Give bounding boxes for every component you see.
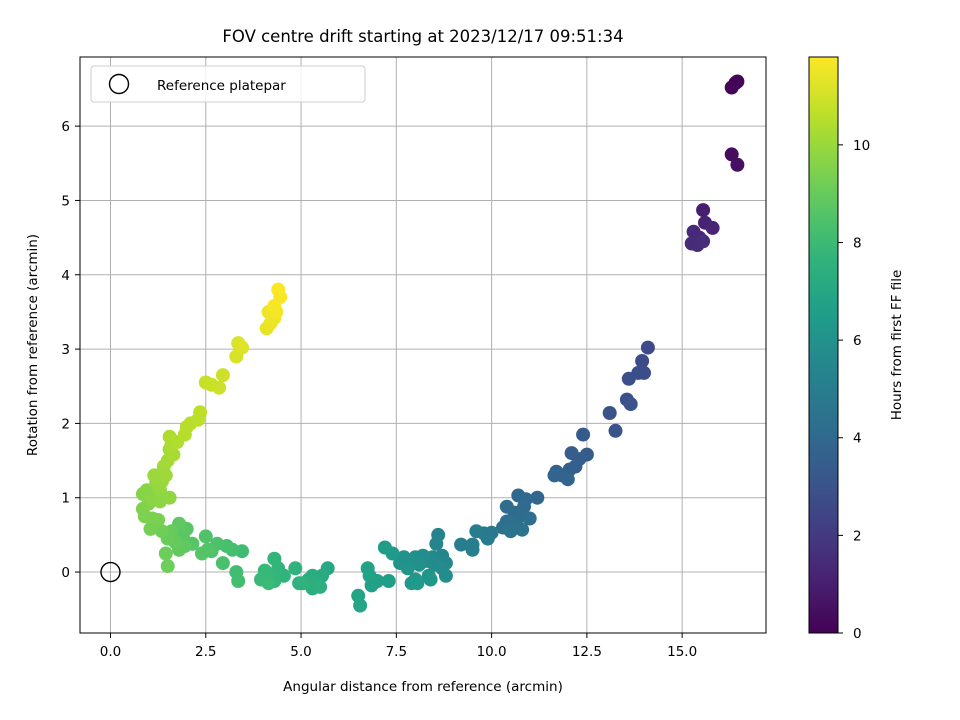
scatter-point [195, 546, 209, 561]
scatter-point [235, 340, 249, 355]
scatter-point [560, 472, 575, 487]
scatter-point [377, 540, 392, 555]
x-tick-label: 10.0 [477, 644, 507, 660]
scatter-point [635, 354, 650, 368]
scatter-point [162, 490, 177, 505]
colorbar-tick-label: 8 [853, 235, 862, 251]
scatter-point [515, 522, 530, 537]
x-tick-label: 12.5 [572, 644, 602, 660]
scatter-point [215, 556, 230, 571]
scatter-point [438, 568, 453, 583]
scatter-point [576, 427, 591, 442]
legend-box [90, 65, 366, 103]
colorbar-tick-label: 6 [853, 333, 862, 349]
scatter-point [198, 529, 213, 544]
legend: Reference platepar [90, 65, 366, 103]
scatter-point [292, 576, 307, 591]
reference-platepar-marker [100, 561, 121, 583]
scatter-point [166, 447, 181, 462]
x-tick-label: 0.0 [100, 644, 121, 660]
y-tick-label: 1 [61, 491, 70, 507]
y-tick-label: 0 [61, 565, 70, 581]
scatter-point [454, 537, 469, 552]
x-tick-label: 2.5 [195, 644, 216, 660]
scatter-point [313, 579, 328, 594]
scatter-point [160, 559, 175, 574]
scatter-point [602, 406, 617, 420]
y-tick-label: 5 [61, 193, 70, 209]
scatter-point [547, 468, 562, 483]
x-tick-label: 15.0 [667, 644, 697, 660]
scatter-point [465, 542, 480, 557]
scatter-point [400, 561, 415, 576]
colorbar-tick-label: 0 [853, 626, 862, 642]
colorbar-label: Hours from first FF file [889, 270, 905, 421]
scatter-point [193, 405, 208, 420]
scatter-point [410, 576, 425, 591]
legend-label: Reference platepar [157, 78, 286, 94]
colorbar-tick-label: 4 [853, 431, 862, 447]
y-tick-label: 4 [61, 268, 70, 284]
chart-title: FOV centre drift starting at 2023/12/17 … [222, 27, 623, 46]
colorbar-gradient [808, 56, 839, 634]
scatter-point [640, 340, 655, 355]
colorbar-ticks: 0 2 4 6 8 10 [838, 138, 870, 642]
scatter-point [730, 74, 745, 89]
scatter-point [696, 234, 711, 249]
scatter-point [705, 220, 720, 235]
scatter-point [621, 371, 636, 386]
colorbar-tick-label: 2 [853, 528, 862, 544]
scatter-point [511, 488, 526, 503]
scatter-point [147, 468, 162, 483]
scatter-point [261, 576, 276, 591]
scatter-point [564, 446, 579, 461]
scatter-point [469, 524, 484, 539]
scatter-point [231, 574, 246, 588]
scatter-point [480, 531, 495, 546]
scatter-point [730, 157, 745, 172]
y-tick-label: 3 [61, 342, 70, 358]
scatter-point [267, 551, 282, 566]
scatter-point [608, 423, 623, 438]
scatter-points [135, 74, 745, 613]
legend-marker [108, 73, 130, 95]
scatter-point [271, 282, 286, 297]
scatter-point [623, 397, 638, 412]
scatter-point [381, 574, 396, 588]
scatter-point [423, 572, 438, 587]
x-tick-label: 7.5 [386, 644, 407, 660]
scatter-point [429, 536, 444, 551]
colorbar-tick-label: 10 [853, 138, 870, 154]
scatter-point [215, 368, 230, 383]
scatter-point [503, 524, 518, 539]
scatter-point [288, 561, 303, 576]
scatter-point [353, 598, 368, 613]
plot-frame [79, 56, 767, 634]
scatter-point [360, 561, 375, 576]
scatter-point [724, 147, 739, 162]
x-axis-label: Angular distance from reference (arcmin) [283, 679, 563, 695]
scatter-point [522, 511, 537, 526]
y-axis-label: Rotation from reference (arcmin) [25, 234, 41, 456]
scatter-point [530, 490, 545, 505]
scatter-point [158, 546, 173, 561]
scatter-point [212, 380, 227, 395]
y-tick-label: 6 [61, 119, 70, 135]
scatter-point [696, 203, 711, 218]
y-tick-label: 2 [61, 416, 70, 432]
y-axis-ticks: 0 1 2 3 4 5 6 [61, 119, 80, 581]
plot-area [79, 56, 767, 634]
x-tick-label: 5.0 [290, 644, 311, 660]
x-axis-ticks: 0.0 2.5 5.0 7.5 10.0 12.5 15.0 [100, 633, 697, 660]
colorbar: 0 2 4 6 8 10 Hours from first FF file [808, 56, 905, 642]
grid-x [109, 57, 683, 633]
scatter-point [499, 499, 514, 514]
